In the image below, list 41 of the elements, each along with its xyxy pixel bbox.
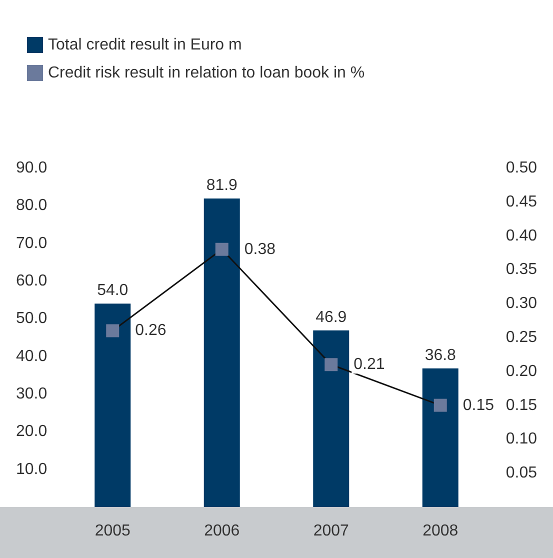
y2-tick-label: 0.20 — [506, 362, 538, 380]
data-label: 54.0 — [97, 282, 128, 300]
y2-tick-label: 0.35 — [506, 261, 538, 278]
bar — [313, 330, 350, 507]
y2-tick-label: 0.05 — [506, 464, 538, 482]
x-tick-label: 2007 — [313, 522, 350, 540]
y-tick-label: 40.0 — [16, 348, 48, 365]
y-tick-label: 10.0 — [16, 460, 48, 478]
data-label: 81.9 — [206, 177, 238, 194]
data-label: 36.8 — [424, 346, 456, 364]
point — [215, 242, 228, 256]
y2-tick-label: 0.30 — [506, 295, 538, 312]
data-label: 0.26 — [135, 322, 166, 340]
y2-tick-label: 0.50 — [506, 160, 538, 176]
y-tick-label: 20.0 — [16, 423, 48, 440]
data-label: 46.9 — [316, 308, 347, 326]
x-tick-label: 2008 — [422, 522, 458, 540]
y2-tick-label: 0.10 — [506, 430, 538, 448]
legend-label: Credit risk result in relation to loan book in % — [48, 64, 365, 82]
bar — [204, 198, 240, 507]
y2-tick-label: 0.25 — [506, 329, 538, 346]
y-tick-label: 50.0 — [16, 310, 48, 328]
point — [324, 358, 338, 372]
y-tick-label: 70.0 — [16, 234, 48, 252]
x-tick-label: 2006 — [204, 522, 240, 540]
x-tick-label: 2005 — [94, 522, 131, 540]
point — [106, 324, 120, 338]
y2-tick-label: 0.40 — [506, 227, 538, 244]
data-label: 0.15 — [462, 396, 494, 414]
point — [434, 398, 447, 412]
y2-tick-label: 0.45 — [506, 193, 538, 210]
y-tick-label: 80.0 — [16, 197, 48, 214]
data-label: 0.21 — [354, 356, 385, 374]
y2-tick-label: 0.15 — [506, 396, 538, 414]
legend-label: Total credit result in Euro m — [48, 36, 242, 54]
bar — [94, 304, 131, 507]
y-tick-label: 30.0 — [16, 386, 48, 402]
bar — [422, 368, 458, 507]
y-tick-label: 90.0 — [16, 160, 48, 176]
data-label: 0.38 — [244, 240, 276, 258]
y-tick-label: 60.0 — [16, 272, 48, 290]
